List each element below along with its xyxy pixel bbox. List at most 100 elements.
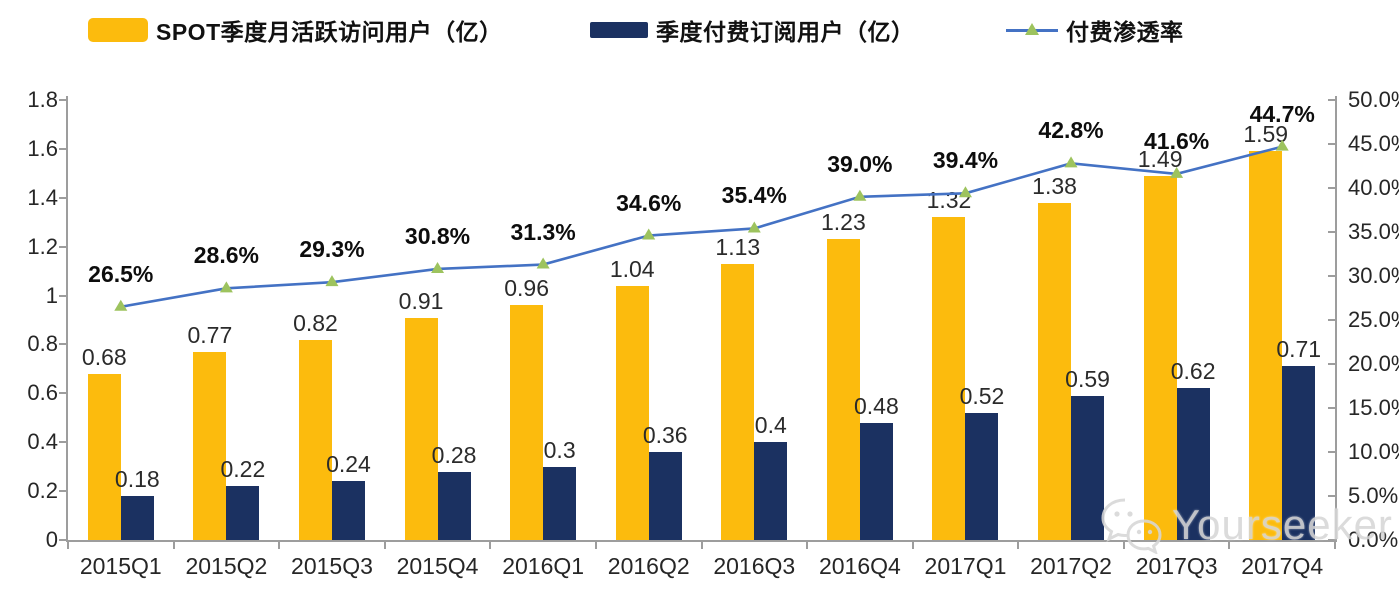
subscribers-bar [1176,388,1210,540]
mau-bar [510,305,544,540]
line-marker [219,281,233,293]
line-marker [1275,139,1289,151]
line-marker [1170,166,1184,178]
x-axis-label: 2016Q1 [502,553,585,579]
line-marker [114,299,128,311]
mau-bar [932,217,966,540]
penetration-value-label: 34.6% [616,189,682,216]
subscribers-legend-swatch [590,22,648,38]
y-axis-label-left: 1.2 [27,233,58,259]
x-axis-label: 2017Q3 [1135,553,1218,579]
mau-bar [1249,151,1283,540]
x-axis-label: 2015Q1 [79,553,162,579]
line-marker [1064,156,1078,168]
right-axis-tick [1328,143,1335,145]
mau-bar [721,263,755,540]
x-axis-tick [489,540,492,549]
triangle-marker-icon [1025,23,1039,35]
mau-bar [404,317,438,540]
y-axis-label-right: 45.0% [1348,131,1399,156]
line-marker [853,189,867,201]
y-axis-label-right: 0.0% [1348,527,1399,552]
x-axis-tick [594,540,597,549]
y-axis-left [66,96,68,540]
subscribers-bar [543,466,577,540]
y-axis-label-right: 40.0% [1348,175,1399,200]
right-axis-tick [1328,407,1335,409]
y-axis-label-right: 5.0% [1348,483,1399,508]
penetration-value-label: 39.4% [932,147,999,174]
line-marker [536,257,550,269]
right-axis-tick [1328,495,1335,497]
legend-item-penetration: 付费渗透率 [1006,14,1184,46]
right-axis-tick [1328,363,1335,365]
x-axis-tick [1122,540,1125,549]
x-axis-tick [1228,540,1231,549]
subscribers-value-label: 0.4 [754,412,787,439]
legend-item-subscribers: 季度付费订阅用户（亿） [590,14,915,46]
left-axis-tick [59,539,66,541]
left-axis-tick [59,441,66,444]
penetration-value-label: 39.0% [827,150,893,177]
subscribers-value-label: 0.36 [642,422,688,448]
y-axis-label-right: 35.0% [1348,219,1399,244]
left-axis-tick [59,392,66,395]
mau-bar [87,373,121,540]
penetration-value-label: 35.4% [721,182,787,209]
left-axis-tick [59,147,66,150]
x-axis-label: 2016Q4 [818,553,901,579]
mau-bar [1143,175,1177,540]
y-axis-label-left: 0.8 [27,331,58,357]
mau-value-label: 1.23 [820,209,866,236]
x-axis-label: 2017Q1 [924,553,1007,579]
y-axis-label-left: 1.4 [27,184,58,210]
subscribers-value-label: 0.3 [543,436,576,463]
x-axis-label: 2015Q3 [291,553,373,579]
mau-value-label: 0.82 [293,309,338,336]
mau-value-label: 0.96 [504,275,550,302]
mau-bar [298,339,332,540]
subscribers-value-label: 0.24 [326,451,371,478]
x-axis-tick [911,540,914,549]
y-axis-label-right: 30.0% [1348,263,1399,288]
x-axis-label: 2017Q2 [1030,553,1112,579]
right-axis-tick [1328,99,1335,101]
left-axis-tick [59,196,66,199]
y-axis-label-left: 0 [45,527,58,552]
mau-legend-swatch [88,18,148,42]
subscribers-value-label: 0.59 [1065,365,1110,392]
line-marker [642,228,656,240]
subscribers-value-label: 0.48 [853,392,899,419]
right-axis-tick [1328,231,1335,233]
left-axis-tick [59,245,66,248]
x-axis-tick [172,540,175,549]
subscribers-value-label: 0.62 [1170,358,1216,385]
right-axis-tick [1328,451,1335,453]
y-axis-label-left: 0.6 [27,380,58,406]
mau-value-label: 0.91 [398,287,444,314]
subscribers-value-label: 0.28 [431,441,477,468]
line-marker [747,221,761,233]
mau-bar [826,239,860,540]
subscribers-value-label: 0.71 [1276,336,1322,363]
penetration-value-label: 28.6% [193,242,259,269]
x-axis-tick [1017,540,1020,549]
y-axis-label-left: 1.8 [27,87,58,112]
mau-value-label: 0.77 [187,321,233,348]
y-axis-label-right: 20.0% [1348,351,1399,376]
mau-value-label: 0.68 [81,343,127,370]
penetration-value-label: 41.6% [1144,127,1210,154]
subscribers-bar [1071,395,1105,540]
x-axis-tick [700,540,703,549]
right-axis-tick [1328,539,1335,541]
mau-bar [193,351,227,540]
mau-value-label: 1.04 [609,255,655,282]
legend-item-mau: SPOT季度月活跃访问用户（亿） [88,14,503,46]
y-axis-label-left: 0.2 [27,478,58,504]
subscribers-bar [226,486,260,540]
subscribers-value-label: 0.18 [114,466,160,492]
y-axis-label-right: 50.0% [1348,87,1399,112]
subscribers-bar [331,481,365,540]
left-axis-tick [59,343,66,346]
